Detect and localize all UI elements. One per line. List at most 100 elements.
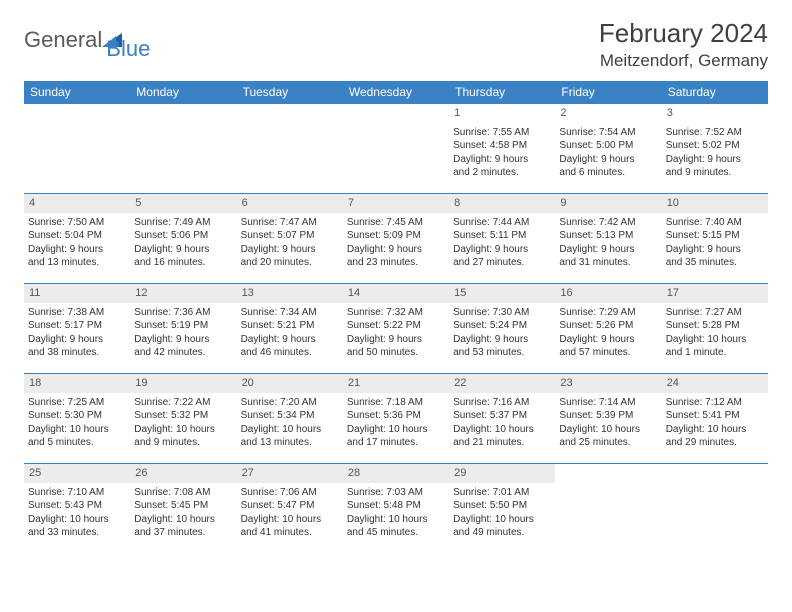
day-number: 27	[237, 464, 343, 483]
day-number: 1	[449, 104, 555, 123]
day-day1: Daylight: 10 hours	[241, 513, 339, 527]
day-day1: Daylight: 10 hours	[559, 423, 657, 437]
day-number: 5	[130, 194, 236, 213]
day-number: 12	[130, 284, 236, 303]
calendar-day-cell: 1Sunrise: 7:55 AMSunset: 4:58 PMDaylight…	[449, 104, 555, 194]
calendar-day-cell: 20Sunrise: 7:20 AMSunset: 5:34 PMDayligh…	[237, 374, 343, 464]
day-day1: Daylight: 9 hours	[241, 243, 339, 257]
day-sunset: Sunset: 5:34 PM	[241, 409, 339, 423]
calendar-day-cell	[662, 464, 768, 554]
day-day2: and 2 minutes.	[453, 166, 551, 180]
day-number: 16	[555, 284, 661, 303]
day-sunrise: Sunrise: 7:03 AM	[347, 486, 445, 500]
day-number: 23	[555, 374, 661, 393]
day-sunrise: Sunrise: 7:27 AM	[666, 306, 764, 320]
day-sunset: Sunset: 5:50 PM	[453, 499, 551, 513]
day-day2: and 13 minutes.	[241, 436, 339, 450]
calendar-day-cell: 8Sunrise: 7:44 AMSunset: 5:11 PMDaylight…	[449, 194, 555, 284]
calendar-day-cell: 29Sunrise: 7:01 AMSunset: 5:50 PMDayligh…	[449, 464, 555, 554]
day-day1: Daylight: 10 hours	[28, 423, 126, 437]
weekday-header: Tuesday	[237, 81, 343, 104]
day-day2: and 35 minutes.	[666, 256, 764, 270]
calendar-day-cell: 15Sunrise: 7:30 AMSunset: 5:24 PMDayligh…	[449, 284, 555, 374]
day-sunset: Sunset: 5:39 PM	[559, 409, 657, 423]
calendar-day-cell: 2Sunrise: 7:54 AMSunset: 5:00 PMDaylight…	[555, 104, 661, 194]
day-sunset: Sunset: 5:02 PM	[666, 139, 764, 153]
day-sunset: Sunset: 5:45 PM	[134, 499, 232, 513]
day-day1: Daylight: 9 hours	[559, 153, 657, 167]
day-number: 9	[555, 194, 661, 213]
day-sunrise: Sunrise: 7:30 AM	[453, 306, 551, 320]
day-sunrise: Sunrise: 7:12 AM	[666, 396, 764, 410]
day-sunrise: Sunrise: 7:01 AM	[453, 486, 551, 500]
day-sunset: Sunset: 5:43 PM	[28, 499, 126, 513]
day-sunset: Sunset: 5:37 PM	[453, 409, 551, 423]
day-sunrise: Sunrise: 7:08 AM	[134, 486, 232, 500]
day-day1: Daylight: 9 hours	[241, 333, 339, 347]
calendar-day-cell	[555, 464, 661, 554]
day-number: 11	[24, 284, 130, 303]
day-number: 8	[449, 194, 555, 213]
day-sunrise: Sunrise: 7:47 AM	[241, 216, 339, 230]
day-sunrise: Sunrise: 7:25 AM	[28, 396, 126, 410]
calendar-day-cell: 18 Sunrise: 7:25 AMSunset: 5:30 PMDayligh…	[24, 374, 130, 464]
day-sunrise: Sunrise: 7:55 AM	[453, 126, 551, 140]
day-day1: Daylight: 9 hours	[453, 333, 551, 347]
day-sunset: Sunset: 5:00 PM	[559, 139, 657, 153]
calendar-day-cell: 21Sunrise: 7:18 AMSunset: 5:36 PMDayligh…	[343, 374, 449, 464]
weekday-header: Monday	[130, 81, 236, 104]
day-sunset: Sunset: 5:17 PM	[28, 319, 126, 333]
day-day1: Daylight: 9 hours	[347, 333, 445, 347]
day-day1: Daylight: 10 hours	[453, 513, 551, 527]
calendar-day-cell: 17Sunrise: 7:27 AMSunset: 5:28 PMDayligh…	[662, 284, 768, 374]
day-day1: Daylight: 9 hours	[453, 153, 551, 167]
day-number: 18	[24, 374, 130, 393]
calendar-day-cell: 28Sunrise: 7:03 AMSunset: 5:48 PMDayligh…	[343, 464, 449, 554]
day-day2: and 20 minutes.	[241, 256, 339, 270]
day-day1: Daylight: 10 hours	[347, 423, 445, 437]
day-sunset: Sunset: 5:22 PM	[347, 319, 445, 333]
day-day2: and 21 minutes.	[453, 436, 551, 450]
day-sunrise: Sunrise: 7:18 AM	[347, 396, 445, 410]
calendar-day-cell: 10Sunrise: 7:40 AMSunset: 5:15 PMDayligh…	[662, 194, 768, 284]
day-sunset: Sunset: 5:26 PM	[559, 319, 657, 333]
day-sunset: Sunset: 5:47 PM	[241, 499, 339, 513]
day-number: 28	[343, 464, 449, 483]
weekday-header-row: Sunday Monday Tuesday Wednesday Thursday…	[24, 81, 768, 104]
day-number: 19	[130, 374, 236, 393]
day-day1: Daylight: 10 hours	[28, 513, 126, 527]
day-sunset: Sunset: 5:19 PM	[134, 319, 232, 333]
day-sunset: Sunset: 5:30 PM	[28, 409, 126, 423]
day-day2: and 16 minutes.	[134, 256, 232, 270]
day-day1: Daylight: 9 hours	[559, 243, 657, 257]
calendar-body: 1Sunrise: 7:55 AMSunset: 4:58 PMDaylight…	[24, 104, 768, 554]
page-title: February 2024	[599, 18, 768, 49]
day-sunset: Sunset: 5:15 PM	[666, 229, 764, 243]
day-sunset: Sunset: 5:21 PM	[241, 319, 339, 333]
calendar-day-cell: 19Sunrise: 7:22 AMSunset: 5:32 PMDayligh…	[130, 374, 236, 464]
day-sunrise: Sunrise: 7:10 AM	[28, 486, 126, 500]
day-number: 6	[237, 194, 343, 213]
day-day2: and 49 minutes.	[453, 526, 551, 540]
day-day2: and 13 minutes.	[28, 256, 126, 270]
calendar-day-cell: 26Sunrise: 7:08 AMSunset: 5:45 PMDayligh…	[130, 464, 236, 554]
day-sunrise: Sunrise: 7:36 AM	[134, 306, 232, 320]
day-sunset: Sunset: 5:13 PM	[559, 229, 657, 243]
calendar-day-cell	[24, 104, 130, 194]
day-day2: and 50 minutes.	[347, 346, 445, 360]
calendar-table: Sunday Monday Tuesday Wednesday Thursday…	[24, 81, 768, 554]
calendar-day-cell: 3Sunrise: 7:52 AMSunset: 5:02 PMDaylight…	[662, 104, 768, 194]
day-sunset: Sunset: 5:04 PM	[28, 229, 126, 243]
calendar-day-cell: 16Sunrise: 7:29 AMSunset: 5:26 PMDayligh…	[555, 284, 661, 374]
day-number: 4	[24, 194, 130, 213]
calendar-week-row: 18Sunrise: 7:25 AMSunset: 5:30 PMDayligh…	[24, 374, 768, 464]
day-number: 2	[555, 104, 661, 123]
day-day1: Daylight: 10 hours	[666, 423, 764, 437]
calendar-week-row: 11Sunrise: 7:38 AMSunset: 5:17 PMDayligh…	[24, 284, 768, 374]
day-number: 7	[343, 194, 449, 213]
title-block: February 2024 Meitzendorf, Germany	[599, 18, 768, 71]
day-day2: and 29 minutes.	[666, 436, 764, 450]
day-day1: Daylight: 9 hours	[347, 243, 445, 257]
day-day1: Daylight: 10 hours	[666, 333, 764, 347]
day-number: 20	[237, 374, 343, 393]
